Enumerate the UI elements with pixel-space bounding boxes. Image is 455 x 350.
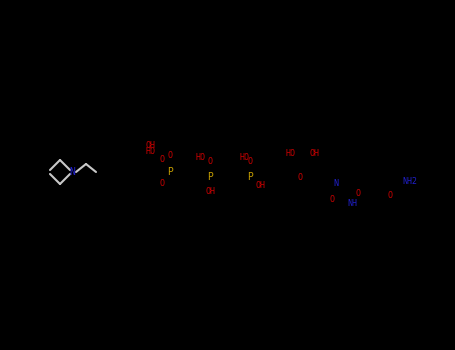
Text: HO: HO xyxy=(285,149,295,159)
Text: O: O xyxy=(167,152,172,161)
Text: HO: HO xyxy=(146,147,156,156)
Text: O: O xyxy=(248,156,253,166)
Text: O: O xyxy=(329,196,334,204)
Text: OH: OH xyxy=(309,149,319,159)
Text: OH: OH xyxy=(146,141,156,150)
Text: NH: NH xyxy=(347,199,357,209)
Text: O: O xyxy=(388,190,393,199)
Text: O: O xyxy=(298,174,303,182)
Text: O: O xyxy=(160,155,165,164)
Text: P: P xyxy=(167,167,173,177)
Text: O: O xyxy=(207,156,212,166)
Text: N: N xyxy=(69,167,75,177)
Text: OH: OH xyxy=(255,181,265,189)
Text: N: N xyxy=(334,180,339,189)
Text: HO: HO xyxy=(195,153,205,161)
Text: HO: HO xyxy=(239,153,249,161)
Text: O: O xyxy=(355,189,360,198)
Text: NH2: NH2 xyxy=(403,177,418,187)
Text: O: O xyxy=(160,180,165,189)
Text: P: P xyxy=(207,172,213,182)
Text: P: P xyxy=(247,172,253,182)
Text: OH: OH xyxy=(205,187,215,196)
